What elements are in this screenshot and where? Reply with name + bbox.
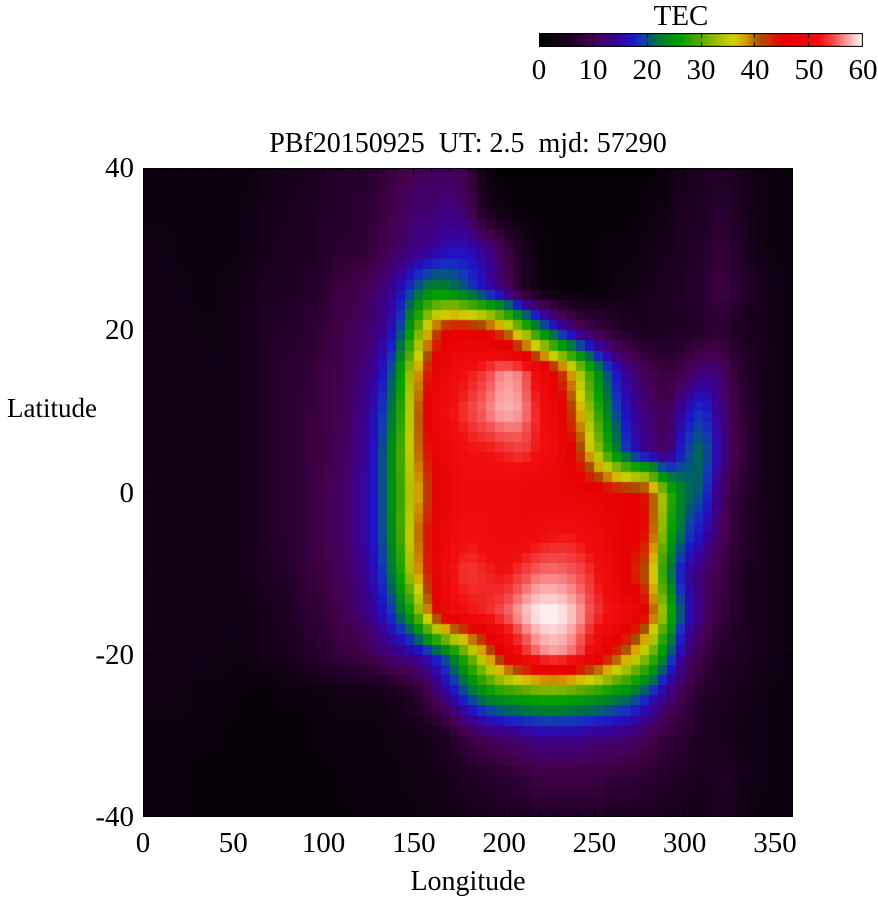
colorbar-tick-label: 10 (578, 54, 608, 86)
colorbar-gradient (539, 33, 863, 47)
y-tick-label: 20 (105, 314, 134, 347)
x-tick-label: 100 (301, 827, 346, 859)
colorbar-title: TEC (653, 0, 709, 32)
y-tick-label: -20 (95, 638, 134, 671)
y-axis-label: Latitude (7, 393, 97, 423)
colorbar-tick-label: 40 (740, 54, 770, 86)
x-tick-label: 300 (662, 827, 707, 859)
x-tick-label: 200 (482, 827, 526, 859)
x-tick-label: 150 (392, 827, 436, 859)
colorbar-tick-label: 20 (632, 54, 662, 86)
x-tick-label: 50 (218, 827, 248, 859)
colorbar-tick-label: 50 (794, 54, 824, 86)
colorbar-tick-label: 30 (686, 54, 716, 86)
y-tick-label: 0 (119, 476, 135, 509)
colorbar-tick-label: 60 (848, 54, 878, 86)
y-tick-label: -40 (95, 801, 134, 833)
plot-title: PBf20150925 UT: 2.5 mjd: 57290 (269, 128, 667, 159)
colorbar-tick-label: 0 (531, 54, 547, 86)
x-tick-label: 0 (135, 827, 151, 859)
y-tick-label: 40 (105, 152, 134, 184)
x-axis-label: Longitude (410, 866, 526, 897)
x-tick-label: 350 (753, 827, 797, 859)
tec-heatmap (143, 168, 793, 817)
x-tick-label: 250 (572, 827, 617, 859)
